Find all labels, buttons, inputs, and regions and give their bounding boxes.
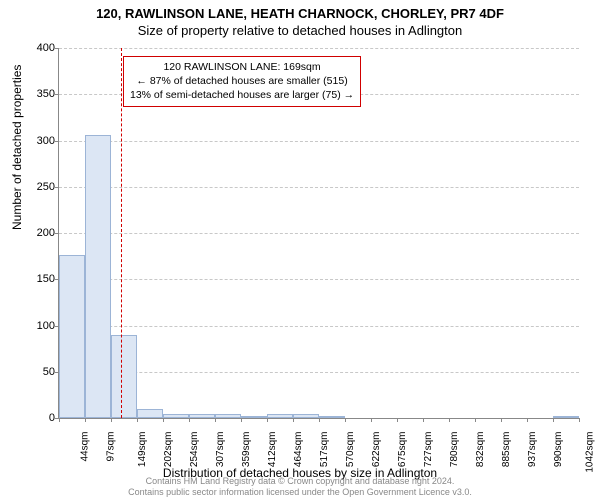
- ytick-label: 350: [27, 88, 55, 100]
- xtick-mark: [449, 418, 450, 422]
- gridline: [59, 372, 579, 373]
- ytick-label: 100: [27, 320, 55, 332]
- xtick-mark: [527, 418, 528, 422]
- xtick-label: 307sqm: [215, 432, 226, 468]
- histogram-bar: [215, 414, 241, 418]
- xtick-mark: [163, 418, 164, 422]
- gridline: [59, 141, 579, 142]
- xtick-label: 464sqm: [293, 432, 304, 468]
- gridline: [59, 233, 579, 234]
- xtick-label: 149sqm: [137, 432, 148, 468]
- gridline: [59, 187, 579, 188]
- xtick-mark: [553, 418, 554, 422]
- xtick-mark: [241, 418, 242, 422]
- ytick-mark: [55, 233, 59, 234]
- xtick-mark: [111, 418, 112, 422]
- gridline: [59, 326, 579, 327]
- ytick-mark: [55, 141, 59, 142]
- xtick-mark: [189, 418, 190, 422]
- ytick-label: 300: [27, 135, 55, 147]
- ytick-mark: [55, 187, 59, 188]
- xtick-mark: [345, 418, 346, 422]
- annotation-line-2: ← 87% of detached houses are smaller (51…: [130, 74, 354, 88]
- xtick-mark: [293, 418, 294, 422]
- ytick-label: 0: [27, 412, 55, 424]
- gridline: [59, 279, 579, 280]
- xtick-mark: [423, 418, 424, 422]
- xtick-mark: [319, 418, 320, 422]
- xtick-label: 990sqm: [553, 432, 564, 468]
- histogram-bar: [59, 255, 85, 418]
- histogram-bar: [163, 414, 189, 418]
- histogram-bar: [137, 409, 163, 418]
- annotation-callout: 120 RAWLINSON LANE: 169sqm← 87% of detac…: [123, 56, 361, 107]
- xtick-mark: [215, 418, 216, 422]
- xtick-label: 517sqm: [319, 432, 330, 468]
- ytick-mark: [55, 48, 59, 49]
- histogram-bar: [267, 414, 293, 418]
- property-marker-line: [121, 48, 122, 418]
- histogram-bar: [293, 414, 319, 418]
- xtick-mark: [501, 418, 502, 422]
- annotation-line-3: 13% of semi-detached houses are larger (…: [130, 88, 354, 102]
- histogram-bar: [189, 414, 215, 418]
- xtick-label: 675sqm: [397, 432, 408, 468]
- xtick-label: 202sqm: [163, 432, 174, 468]
- xtick-mark: [267, 418, 268, 422]
- xtick-label: 359sqm: [241, 432, 252, 468]
- gridline: [59, 48, 579, 49]
- ytick-mark: [55, 94, 59, 95]
- plot-region: 05010015020025030035040044sqm97sqm149sqm…: [58, 48, 579, 419]
- chart-title-sub: Size of property relative to detached ho…: [0, 21, 600, 38]
- histogram-bar: [319, 416, 345, 418]
- xtick-label: 780sqm: [449, 432, 460, 468]
- xtick-mark: [579, 418, 580, 422]
- footer-line-1: Contains HM Land Registry data © Crown c…: [0, 476, 600, 487]
- histogram-bar: [553, 416, 579, 418]
- footer-attribution: Contains HM Land Registry data © Crown c…: [0, 476, 600, 498]
- footer-line-2: Contains public sector information licen…: [0, 487, 600, 498]
- xtick-mark: [371, 418, 372, 422]
- histogram-bar: [241, 416, 267, 418]
- chart-title-main: 120, RAWLINSON LANE, HEATH CHARNOCK, CHO…: [0, 0, 600, 21]
- y-axis-label: Number of detached properties: [10, 65, 24, 230]
- ytick-label: 50: [27, 366, 55, 378]
- xtick-mark: [85, 418, 86, 422]
- ytick-label: 150: [27, 273, 55, 285]
- histogram-bar: [85, 135, 111, 418]
- xtick-mark: [59, 418, 60, 422]
- chart-area: 05010015020025030035040044sqm97sqm149sqm…: [58, 48, 578, 418]
- ytick-label: 400: [27, 42, 55, 54]
- xtick-label: 937sqm: [527, 432, 538, 468]
- ytick-label: 250: [27, 181, 55, 193]
- xtick-label: 622sqm: [371, 432, 382, 468]
- xtick-mark: [137, 418, 138, 422]
- chart-container: 120, RAWLINSON LANE, HEATH CHARNOCK, CHO…: [0, 0, 600, 500]
- xtick-mark: [397, 418, 398, 422]
- annotation-line-1: 120 RAWLINSON LANE: 169sqm: [130, 60, 354, 74]
- xtick-label: 97sqm: [106, 432, 117, 462]
- xtick-label: 832sqm: [475, 432, 486, 468]
- xtick-label: 412sqm: [267, 432, 278, 468]
- xtick-label: 570sqm: [345, 432, 356, 468]
- xtick-label: 885sqm: [501, 432, 512, 468]
- histogram-bar: [111, 335, 137, 418]
- ytick-label: 200: [27, 227, 55, 239]
- xtick-mark: [475, 418, 476, 422]
- xtick-label: 44sqm: [80, 432, 91, 462]
- xtick-label: 254sqm: [189, 432, 200, 468]
- xtick-label: 727sqm: [423, 432, 434, 468]
